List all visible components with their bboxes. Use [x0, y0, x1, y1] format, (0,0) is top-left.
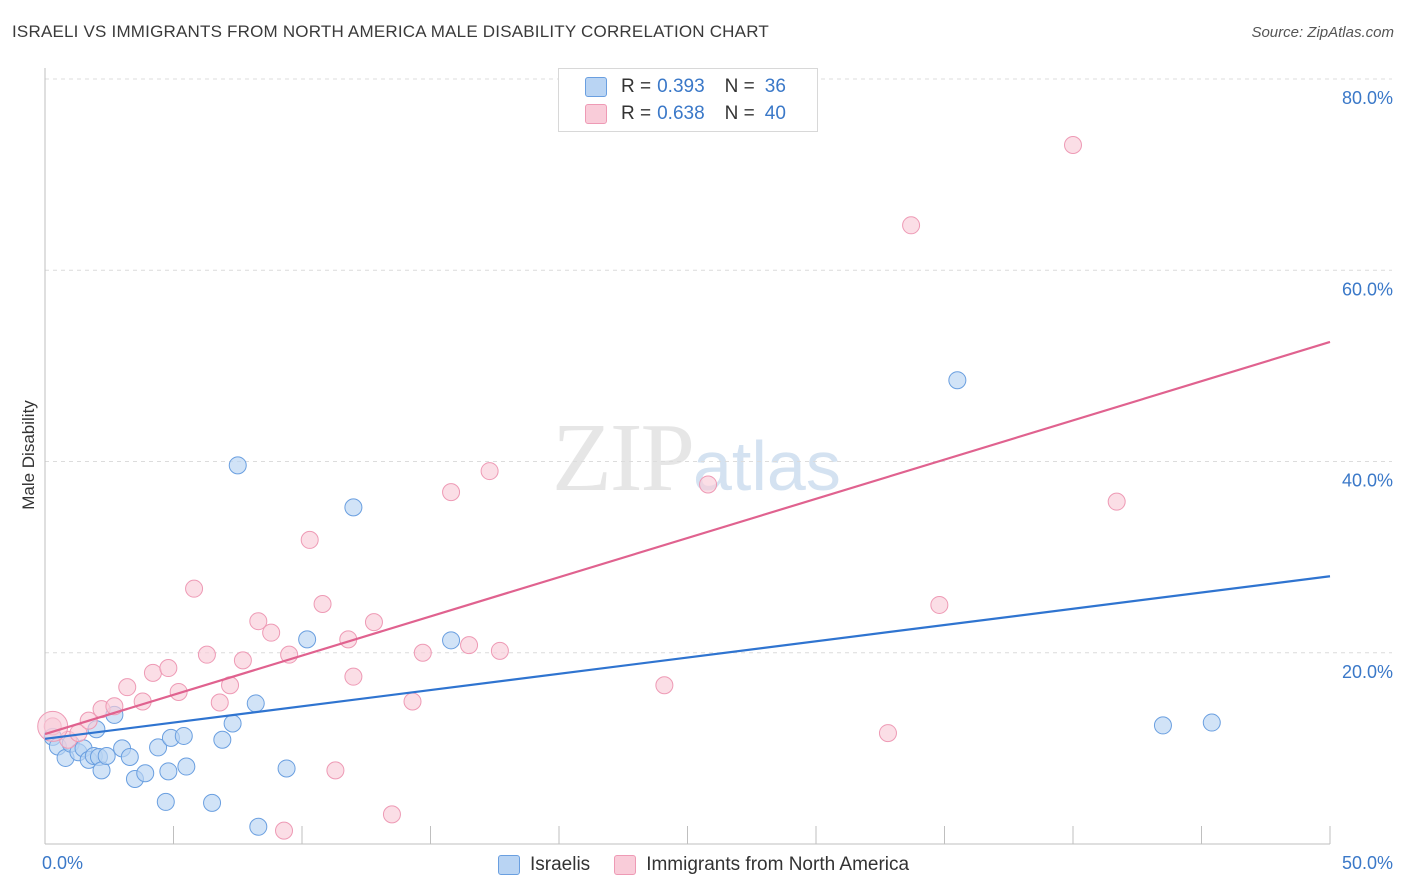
point-israelis: [159, 762, 178, 781]
legend-n-value: 36: [764, 76, 786, 97]
point-israelis: [442, 631, 461, 650]
point-immigrants: [902, 216, 921, 235]
watermark-atlas: atlas: [693, 427, 841, 505]
legend-r-value: 0.393: [657, 76, 705, 97]
series-legend: Israelis Immigrants from North America: [498, 852, 933, 878]
point-immigrants: [364, 613, 383, 632]
point-immigrants: [878, 724, 897, 743]
point-immigrants: [169, 682, 188, 701]
gridlines: [45, 78, 1392, 654]
point-immigrants: [930, 595, 949, 614]
point-israelis: [156, 792, 175, 811]
legend-label-immigrants: Immigrants from North America: [646, 854, 910, 875]
legend-swatch-israelis: [585, 77, 607, 97]
point-immigrants: [699, 475, 718, 494]
legend-n-label: N =: [724, 76, 755, 97]
legend-item-immigrants: Immigrants from North America: [614, 854, 909, 876]
point-immigrants: [326, 761, 345, 780]
y-tick-label: 40.0%: [1342, 471, 1393, 491]
legend-swatch-immigrants: [614, 855, 637, 875]
legend-r-label: R =: [621, 76, 652, 97]
point-immigrants: [382, 805, 401, 824]
point-immigrants: [249, 612, 268, 631]
legend-swatch-immigrants: [585, 104, 607, 124]
x-tick-label-min: 0.0%: [42, 853, 83, 873]
point-immigrants: [490, 641, 509, 660]
point-israelis: [1153, 716, 1172, 735]
point-immigrants: [442, 483, 461, 502]
point-israelis: [97, 747, 116, 766]
point-israelis: [149, 738, 168, 757]
trend-line-immigrants: [44, 340, 1331, 736]
point-israelis: [136, 764, 155, 783]
legend-r-label: R =: [621, 103, 652, 124]
y-tick-label: 20.0%: [1342, 662, 1393, 682]
point-immigrants: [1064, 135, 1082, 154]
point-immigrants: [233, 651, 252, 670]
point-israelis: [298, 630, 317, 649]
point-israelis: [344, 498, 363, 517]
point-israelis: [203, 793, 222, 812]
y-tick-label: 80.0%: [1342, 88, 1393, 108]
legend-n-value: 40: [764, 103, 786, 124]
trend-line-israelis: [44, 575, 1331, 740]
point-immigrants: [413, 643, 432, 662]
point-immigrants: [118, 678, 137, 697]
point-immigrants: [480, 462, 499, 481]
point-immigrants: [185, 579, 204, 598]
point-immigrants: [275, 821, 294, 840]
point-israelis: [228, 456, 247, 475]
point-immigrants: [159, 659, 178, 678]
point-israelis: [213, 730, 232, 749]
watermark: ZIPatlas: [552, 402, 841, 514]
point-immigrants: [460, 636, 479, 655]
chart-title: ISRAELI VS IMMIGRANTS FROM NORTH AMERICA…: [12, 22, 769, 41]
point-israelis: [1202, 713, 1221, 732]
point-israelis: [223, 714, 242, 733]
point-israelis: [174, 726, 193, 745]
legend-swatch-israelis: [498, 855, 520, 875]
y-tick-label: 60.0%: [1342, 279, 1393, 299]
x-tick-label-max: 50.0%: [1342, 853, 1393, 873]
point-immigrants: [313, 594, 332, 613]
data-points: [37, 135, 1221, 840]
y-axis-label: Male Disability: [19, 400, 38, 510]
trend-lines: [44, 340, 1331, 740]
watermark-zip: ZIP: [552, 404, 695, 512]
point-israelis: [948, 371, 967, 390]
point-immigrants: [262, 623, 281, 642]
legend-n-label: N =: [724, 103, 755, 124]
point-immigrants: [300, 530, 319, 549]
point-israelis: [249, 817, 268, 836]
point-immigrants: [210, 693, 229, 712]
source-credit: Source: ZipAtlas.com: [1251, 24, 1394, 41]
point-immigrants: [655, 676, 674, 695]
point-immigrants: [344, 667, 363, 686]
point-immigrants: [197, 645, 216, 664]
point-israelis: [246, 694, 265, 713]
legend-item-israelis: Israelis: [498, 854, 590, 876]
point-immigrants: [143, 663, 162, 682]
point-immigrants: [403, 692, 422, 711]
legend-row-israelis: R = 0.393 N = 36: [585, 74, 786, 100]
correlation-legend: R = 0.393 N = 36 R = 0.638 N = 40: [558, 68, 818, 132]
point-israelis: [277, 759, 296, 778]
legend-row-immigrants: R = 0.638 N = 40: [585, 101, 786, 127]
legend-r-value: 0.638: [657, 103, 705, 124]
point-immigrants: [1107, 492, 1126, 511]
legend-label-israelis: Israelis: [530, 854, 591, 875]
tick-labels: 20.0% 40.0% 60.0% 80.0% 0.0% 50.0%: [42, 88, 1393, 873]
point-israelis: [177, 757, 196, 776]
point-israelis: [120, 747, 139, 766]
